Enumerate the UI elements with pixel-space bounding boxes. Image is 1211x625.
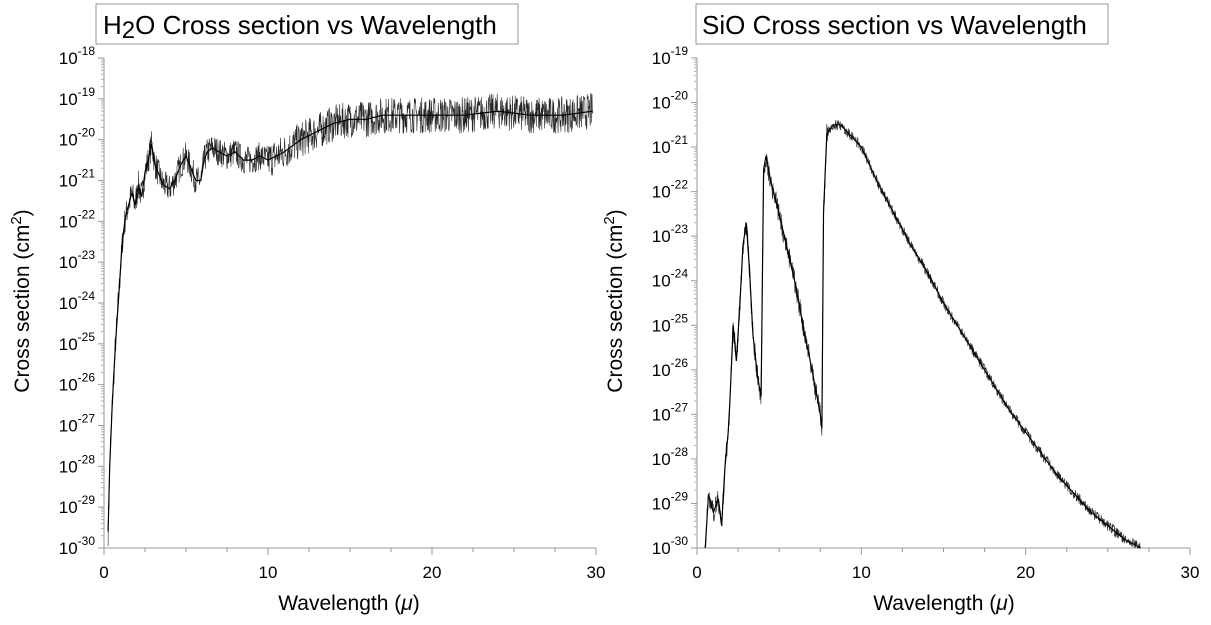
h2o-x-axis-label: Wavelength (μ): [278, 592, 419, 615]
h2o-series: [107, 93, 593, 547]
sio-y-tick-label: 10-21: [652, 133, 689, 157]
sio-x-axis-label: Wavelength (μ): [873, 592, 1014, 615]
sio-y-axis: 10-19 10-20 10-21 10-22 10-23 10-24 10-25 10-26…: [652, 44, 698, 558]
sio-y-tick-label: 10-24: [652, 267, 689, 291]
h2o-chart: H2O Cross section vs Wavelength 10-1810-…: [8, 3, 606, 615]
sio-y-tick-label: 10-26: [652, 356, 689, 380]
h2o-chart-title: H2O Cross section vs Wavelength: [103, 10, 497, 44]
sio-y-axis-label: Cross section (cm2): [601, 209, 627, 392]
sio-x-tick-label: 20: [1016, 563, 1035, 582]
h2o-x-tick-label: 0: [99, 563, 108, 582]
sio-y-tick-label: 10-20: [652, 89, 689, 113]
sio-chart: SiO Cross section vs Wavelength 10-1910-…: [601, 3, 1200, 615]
sio-x-tick-label: 10: [852, 563, 871, 582]
sio-y-tick-label: 10-22: [652, 178, 689, 202]
h2o-x-axis: 0 10 20 30: [99, 547, 606, 582]
h2o-y-tick-label: 10-29: [59, 493, 96, 517]
h2o-y-axis: 10-18 10-19 10-20 10-21 10-22 10-23 10-24 10-25…: [59, 44, 105, 558]
sio-x-tick-label: 0: [692, 563, 701, 582]
h2o-y-tick-label: 10-25: [59, 330, 96, 354]
sio-series-spectrum: [704, 120, 1141, 549]
h2o-y-tick-label: 10-24: [59, 289, 96, 313]
h2o-y-tick-label: 10-23: [59, 248, 96, 272]
h2o-y-tick-label: 10-20: [59, 126, 96, 150]
h2o-x-tick-label: 30: [587, 563, 606, 582]
h2o-y-axis-label: Cross section (cm2): [8, 209, 34, 392]
h2o-x-tick-label: 10: [259, 563, 278, 582]
h2o-y-tick-label: 10-19: [59, 85, 96, 109]
sio-series-line: [704, 124, 1141, 549]
sio-y-tick-label: 10-29: [652, 489, 689, 513]
h2o-y-tick-label: 10-27: [59, 412, 96, 436]
sio-y-tick-label: 10-25: [652, 311, 689, 335]
h2o-y-tick-label: 10-30: [59, 534, 96, 558]
h2o-y-tick-label: 10-26: [59, 371, 96, 395]
sio-y-tick-label: 10-28: [652, 445, 689, 469]
sio-y-tick-label: 10-27: [652, 400, 689, 424]
h2o-y-tick-label: 10-18: [59, 44, 96, 68]
h2o-y-tick-label: 10-21: [59, 167, 96, 191]
sio-y-tick-label: 10-23: [652, 222, 689, 246]
h2o-y-tick-label: 10-22: [59, 207, 96, 231]
sio-y-tick-label: 10-30: [652, 534, 689, 558]
sio-y-tick-label: 10-19: [652, 44, 689, 68]
h2o-x-tick-label: 20: [423, 563, 442, 582]
sio-series: [704, 120, 1141, 549]
h2o-y-tick-label: 10-28: [59, 452, 96, 476]
sio-x-tick-label: 30: [1181, 563, 1200, 582]
sio-x-axis: 0 10 20 30: [692, 547, 1200, 582]
sio-chart-title: SiO Cross section vs Wavelength: [702, 10, 1087, 40]
h2o-title-box: [95, 3, 519, 45]
h2o-series-spectrum: [107, 93, 593, 547]
sio-title-box: [695, 3, 1109, 45]
